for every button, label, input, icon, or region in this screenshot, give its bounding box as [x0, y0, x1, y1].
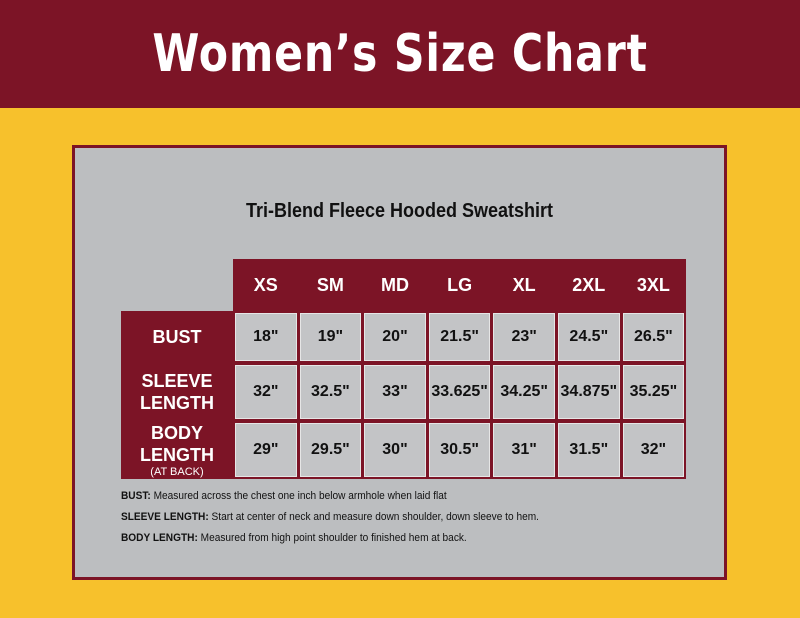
table-cell: 34.25" — [491, 363, 557, 421]
note-term: BUST: — [121, 490, 151, 502]
cell-value: 30.5" — [428, 423, 491, 477]
cell-value: 34.25" — [493, 365, 555, 419]
table-cell: 29" — [233, 421, 299, 479]
table-cell: 19" — [297, 311, 364, 363]
column-header: XL — [491, 259, 557, 311]
table-cell: 32" — [620, 421, 687, 479]
note-text: Start at center of neck and measure down… — [211, 511, 539, 523]
row-header: SLEEVE LENGTH — [121, 363, 233, 421]
cell-value: 33" — [364, 365, 426, 419]
header: Women’s Size Chart — [0, 0, 800, 108]
table-cell: 18" — [233, 311, 299, 363]
cell-value: 30" — [364, 423, 426, 477]
cell-value: 32.5" — [299, 365, 362, 419]
row-label: BUST — [152, 327, 202, 347]
note-term: BODY LENGTH: — [121, 532, 198, 544]
row-header: BUST — [121, 311, 233, 363]
row-label: SLEEVE LENGTH — [140, 371, 214, 413]
cell-value: 21.5" — [428, 313, 491, 361]
cell-value: 19" — [299, 313, 362, 361]
note-term: SLEEVE LENGTH: — [121, 511, 209, 523]
cell-value: 33.625" — [428, 365, 491, 419]
cell-value: 18" — [235, 313, 297, 361]
cell-value: 31" — [493, 423, 555, 477]
table-cell: 33.625" — [426, 363, 493, 421]
table-cell: 30.5" — [426, 421, 493, 479]
cell-value: 20" — [364, 313, 426, 361]
column-header: SM — [297, 259, 364, 311]
note: BUST: Measured across the chest one inch… — [121, 490, 447, 502]
column-header: 2XL — [556, 259, 622, 311]
cell-value: 29" — [235, 423, 297, 477]
row-header: BODY LENGTH (AT BACK) — [121, 421, 233, 479]
table-cell: 32.5" — [297, 363, 364, 421]
cell-value: 31.5" — [558, 423, 620, 477]
table-cell: 21.5" — [426, 311, 493, 363]
cell-value: 24.5" — [558, 313, 620, 361]
table-cell: 33" — [362, 363, 428, 421]
row-sublabel: (AT BACK) — [150, 466, 204, 478]
header-title: Women’s Size Chart — [152, 24, 648, 84]
cell-value: 23" — [493, 313, 555, 361]
column-header: XS — [233, 259, 299, 311]
column-header: LG — [426, 259, 493, 311]
table-cell: 20" — [362, 311, 428, 363]
table-cell: 31" — [491, 421, 557, 479]
note-text: Measured across the chest one inch below… — [153, 490, 447, 502]
cell-value: 32" — [622, 423, 685, 477]
table-cell: 34.875" — [556, 363, 622, 421]
table-title: Tri-Blend Fleece Hooded Sweatshirt — [245, 200, 554, 222]
cell-value: 29.5" — [299, 423, 362, 477]
table-cell: 31.5" — [556, 421, 622, 479]
table-cell: 26.5" — [620, 311, 687, 363]
column-header: 3XL — [620, 259, 687, 311]
table-cell: 29.5" — [297, 421, 364, 479]
cell-value: 26.5" — [622, 313, 685, 361]
table-cell: 24.5" — [556, 311, 622, 363]
cell-value: 32" — [235, 365, 297, 419]
table-cell: 35.25" — [620, 363, 687, 421]
size-panel: Tri-Blend Fleece Hooded Sweatshirt XS SM M… — [72, 145, 727, 580]
row-label: BODY LENGTH — [140, 423, 214, 465]
note: BODY LENGTH: Measured from high point sh… — [121, 532, 467, 544]
cell-value: 34.875" — [558, 365, 620, 419]
cell-value: 35.25" — [622, 365, 685, 419]
note: SLEEVE LENGTH: Start at center of neck a… — [121, 511, 539, 523]
column-header: MD — [362, 259, 428, 311]
table-cell: 30" — [362, 421, 428, 479]
table-cell: 23" — [491, 311, 557, 363]
note-text: Measured from high point shoulder to fin… — [200, 532, 467, 544]
table-cell: 32" — [233, 363, 299, 421]
